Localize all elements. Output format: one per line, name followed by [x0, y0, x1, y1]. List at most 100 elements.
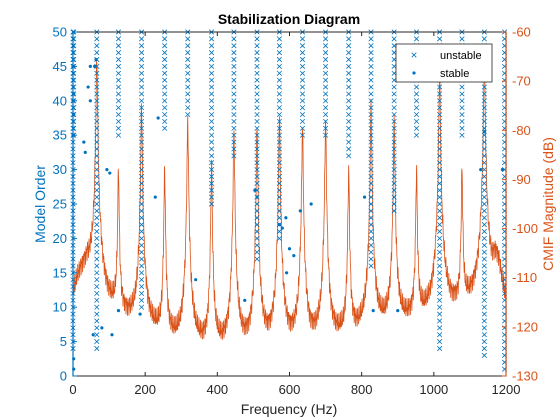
unstable-pole-marker: [368, 153, 374, 159]
right-y-tick-label: -110: [512, 270, 537, 285]
unstable-pole-marker-stroke-b: [254, 256, 260, 262]
unstable-pole-marker: [459, 84, 465, 90]
right-y-tick-label: -70: [512, 74, 531, 89]
unstable-pole-marker-stroke-b: [276, 84, 282, 90]
unstable-pole-marker: [254, 91, 260, 97]
unstable-pole-marker-stroke-b: [254, 222, 260, 228]
unstable-pole-marker: [346, 77, 352, 83]
unstable-pole-marker-stroke-b: [94, 187, 100, 193]
unstable-pole-marker: [94, 270, 100, 276]
unstable-pole-marker: [368, 215, 374, 221]
unstable-pole-marker-stroke-b: [368, 139, 374, 145]
unstable-pole-marker-stroke-b: [276, 132, 282, 138]
unstable-pole-marker: [94, 91, 100, 97]
unstable-pole-marker: [481, 132, 487, 138]
unstable-pole-marker-stroke-b: [368, 118, 374, 125]
unstable-pole-marker-stroke-b: [208, 146, 215, 152]
unstable-pole-marker-stroke-b: [391, 160, 397, 166]
unstable-pole-marker-stroke-b: [391, 98, 397, 104]
unstable-pole-marker-stroke-b: [115, 63, 122, 69]
unstable-pole-marker: [437, 105, 443, 111]
unstable-pole-marker: [254, 105, 260, 111]
unstable-pole-marker: [346, 84, 352, 90]
unstable-pole-marker: [481, 173, 487, 180]
unstable-pole-marker-stroke-b: [162, 111, 168, 118]
unstable-pole-marker: [94, 36, 100, 42]
unstable-pole-marker-stroke-b: [481, 125, 487, 131]
unstable-pole-marker-stroke-b: [138, 118, 145, 125]
unstable-pole-marker-stroke-b: [71, 43, 77, 49]
unstable-pole-marker-stroke-b: [299, 56, 306, 63]
unstable-pole-marker: [115, 105, 122, 111]
unstable-pole-marker: [481, 263, 487, 269]
unstable-pole-marker: [481, 325, 487, 331]
unstable-pole-marker-stroke-b: [94, 50, 100, 56]
unstable-pole-marker: [138, 263, 145, 269]
unstable-pole-marker: [391, 105, 397, 111]
unstable-pole-marker: [208, 201, 215, 207]
left-y-tick-label: 20: [53, 231, 67, 246]
unstable-pole-marker-stroke-b: [254, 84, 260, 90]
unstable-pole-marker: [231, 118, 237, 125]
stable-pole-marker: [371, 309, 375, 313]
unstable-pole-marker-stroke-b: [437, 201, 443, 207]
unstable-pole-marker-stroke-b: [254, 50, 260, 56]
unstable-pole-marker: [115, 56, 122, 63]
unstable-pole-marker-stroke-b: [299, 63, 306, 69]
unstable-pole-marker: [254, 160, 260, 166]
unstable-pole-marker-stroke-b: [481, 228, 487, 235]
stable-pole-marker: [362, 195, 367, 199]
unstable-pole-marker-stroke-b: [437, 318, 443, 324]
unstable-pole-marker: [138, 160, 145, 166]
unstable-pole-marker-stroke-b: [94, 222, 100, 228]
unstable-pole-marker: [481, 311, 487, 317]
unstable-pole-marker-stroke-b: [323, 125, 329, 131]
unstable-pole-marker-stroke-b: [437, 263, 443, 269]
unstable-pole-marker-stroke-b: [254, 70, 260, 76]
unstable-pole-marker-stroke-b: [481, 352, 487, 358]
unstable-pole-marker-stroke-b: [231, 63, 237, 69]
unstable-pole-marker-stroke-b: [481, 201, 487, 207]
unstable-pole-marker-stroke-b: [481, 249, 487, 255]
unstable-pole-marker-stroke-b: [162, 84, 168, 90]
stable-pole-marker: [309, 202, 313, 206]
unstable-pole-marker: [481, 194, 487, 200]
unstable-pole-marker: [94, 118, 100, 125]
unstable-pole-marker: [413, 98, 420, 104]
unstable-pole-marker-stroke-b: [208, 153, 215, 159]
unstable-pole-marker-stroke-b: [481, 318, 487, 324]
unstable-pole-marker: [208, 139, 215, 145]
unstable-pole-marker-stroke-b: [437, 125, 443, 131]
unstable-pole-marker-stroke-b: [138, 167, 145, 173]
unstable-pole-marker-stroke-b: [138, 70, 145, 76]
stable-pole-marker: [88, 99, 92, 103]
unstable-pole-marker-stroke-b: [231, 125, 237, 131]
unstable-pole-marker: [94, 249, 100, 255]
unstable-pole-marker: [94, 201, 100, 207]
unstable-pole-marker: [481, 111, 487, 118]
legend-box: [395, 43, 493, 83]
unstable-pole-marker: [276, 50, 282, 56]
unstable-pole-marker-stroke-b: [346, 43, 352, 49]
unstable-pole-marker-stroke-b: [481, 283, 487, 290]
unstable-pole-marker: [254, 242, 260, 248]
unstable-pole-marker-stroke-b: [368, 222, 374, 228]
unstable-pole-marker-stroke-b: [276, 63, 282, 69]
unstable-pole-marker: [254, 167, 260, 173]
unstable-pole-marker-stroke-b: [185, 84, 191, 90]
stable-pole-marker: [105, 168, 109, 172]
unstable-pole-marker-stroke-b: [231, 77, 237, 83]
unstable-pole-marker-stroke-b: [94, 77, 100, 83]
unstable-pole-marker-stroke-b: [115, 132, 122, 138]
unstable-pole-marker: [254, 215, 260, 221]
unstable-pole-marker-stroke-b: [71, 105, 77, 111]
unstable-pole-marker-stroke-b: [346, 91, 352, 97]
unstable-pole-marker: [162, 111, 168, 118]
unstable-pole-marker-stroke-b: [208, 50, 215, 56]
unstable-pole-marker-stroke-b: [481, 173, 487, 180]
unstable-pole-marker-stroke-b: [437, 139, 443, 145]
unstable-pole-marker-stroke-b: [94, 345, 100, 352]
unstable-pole-marker: [94, 242, 100, 248]
unstable-pole-marker: [94, 139, 100, 145]
unstable-pole-marker: [138, 228, 145, 235]
